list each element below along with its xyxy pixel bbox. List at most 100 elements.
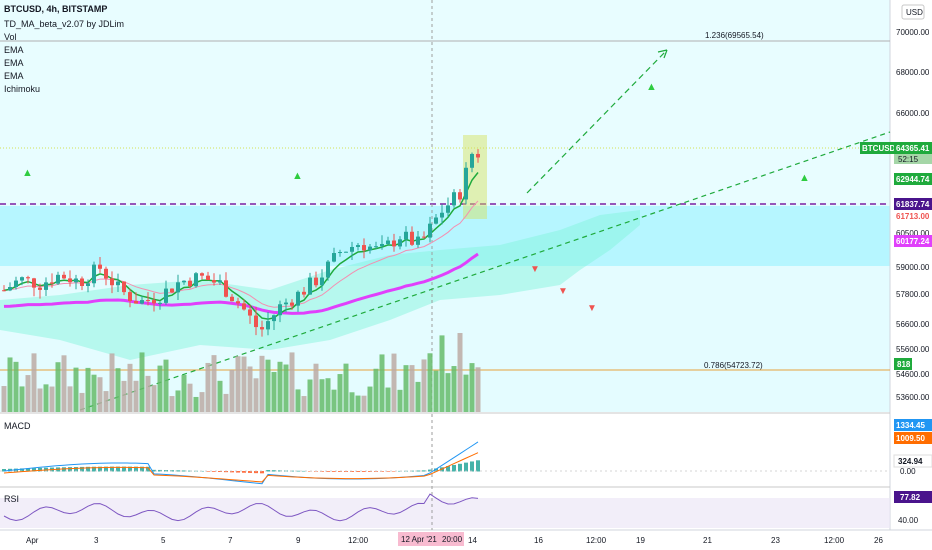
candle-body [458,192,462,200]
buy-arrow: ▲ [292,170,303,182]
sell-arrow: ▼ [558,286,568,297]
macd-histogram-bar [152,469,156,472]
macd-histogram-bar [140,466,144,472]
buy-arrow: ▲ [799,172,810,184]
candle-body [206,275,210,281]
macd-histogram-bar [356,471,360,472]
macd-histogram-bar [392,471,396,472]
volume-bar [265,359,271,412]
macd-histogram-bar [74,467,78,472]
candle-body [416,236,420,245]
volume-bar [385,387,391,412]
macd-histogram-bar [254,471,258,474]
time-tick: 7 [228,536,233,545]
macd-histogram-bar [134,466,138,472]
candles [2,149,480,337]
volume-bar [319,379,325,412]
candle-body [302,291,306,295]
volume-bar [49,386,55,412]
volume-bar [7,357,13,412]
candle-body [218,280,222,283]
time-tick: 21 [703,536,712,545]
sell-arrow: ▼ [587,303,597,314]
volume-bar [367,386,373,412]
resistance-value: 61837.74 [896,200,930,209]
time-tick: 12:00 [586,536,607,545]
macd-histogram-bar [212,471,216,472]
macd-histogram-bar [182,470,186,472]
macd-histogram-bar [416,470,420,472]
symbol-title: BTCUSD, 4h, BITSTAMP [4,4,107,14]
macd-histogram-bar [368,471,372,472]
fib-0786-label: 0.786(54723.72) [704,361,763,370]
cursor-time-label: 20:00 [442,535,463,544]
indicator-legend[interactable]: EMA [4,58,24,68]
volume-bar [67,386,73,412]
macd-histogram-bar [458,463,462,472]
volume-bar [469,363,475,412]
macd-histogram-bar [206,471,210,472]
price-tick: 59000.00 [896,263,930,272]
candle-body [146,300,150,302]
rsi-title[interactable]: RSI [4,494,19,504]
volume-bar [109,353,115,412]
candle-body [320,277,324,286]
volume-bar [151,385,157,412]
candle-body [50,282,54,284]
candle-body [80,278,84,286]
volume-bar [13,361,19,412]
candle-body [128,292,132,301]
macd-value: 1334.45 [896,421,925,430]
candle-body [278,304,282,316]
candle-body [20,277,24,281]
macd-histogram-bar [104,466,108,472]
candle-body [8,287,12,291]
candle-body [314,277,318,286]
macd-histogram-bar [86,466,90,472]
currency-label[interactable]: USD [906,8,923,17]
macd-histogram-bar [26,468,30,472]
volume-bar [1,386,7,412]
volume-bar [355,395,361,412]
indicator-legend[interactable]: EMA [4,71,24,81]
candle-body [68,278,72,283]
volume-bars [1,333,481,412]
volume-bar [391,353,397,412]
indicator-legend[interactable]: Ichimoku [4,84,40,94]
indicator-legend[interactable]: EMA [4,45,24,55]
buy-arrow: ▲ [646,81,657,93]
volume-bar [259,355,265,412]
macd-histogram-bar [230,471,234,473]
rsi-tick: 40.00 [898,516,919,525]
candle-body [92,264,96,284]
volume-value: 818 [897,360,911,369]
main-pane-band [0,206,890,266]
macd-histogram-bar [326,471,330,472]
volume-bar [217,380,223,412]
indicator-legend[interactable]: Vol [4,32,17,42]
candle-body [62,274,66,279]
macd-title[interactable]: MACD [4,421,31,431]
macd-histogram-bar [248,471,252,473]
candle-body [74,278,78,283]
candle-body [224,280,228,297]
macd-histogram-bar [332,471,336,472]
price-tick: 60500.00 [896,229,930,238]
price-tick: 70000.00 [896,28,930,37]
volume-bar [361,395,367,412]
last-price-box [860,142,900,154]
last-price-value-box [894,142,932,154]
volume-bar [295,389,301,412]
macd-histogram-bar [446,466,450,472]
indicator-legend[interactable]: TD_MA_beta_v2.07 by JDLim [4,19,124,29]
volume-bar [421,359,427,412]
volume-bar [457,333,463,412]
time-tick: 9 [296,536,301,545]
volume-bar [145,375,151,412]
price-tick: 68000.00 [896,68,930,77]
volume-bar [193,396,199,412]
rsi-value: 77.82 [900,493,921,502]
candle-body [116,281,120,286]
volume-bar [91,374,97,412]
